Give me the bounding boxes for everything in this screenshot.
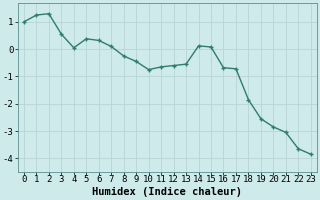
X-axis label: Humidex (Indice chaleur): Humidex (Indice chaleur): [92, 187, 242, 197]
